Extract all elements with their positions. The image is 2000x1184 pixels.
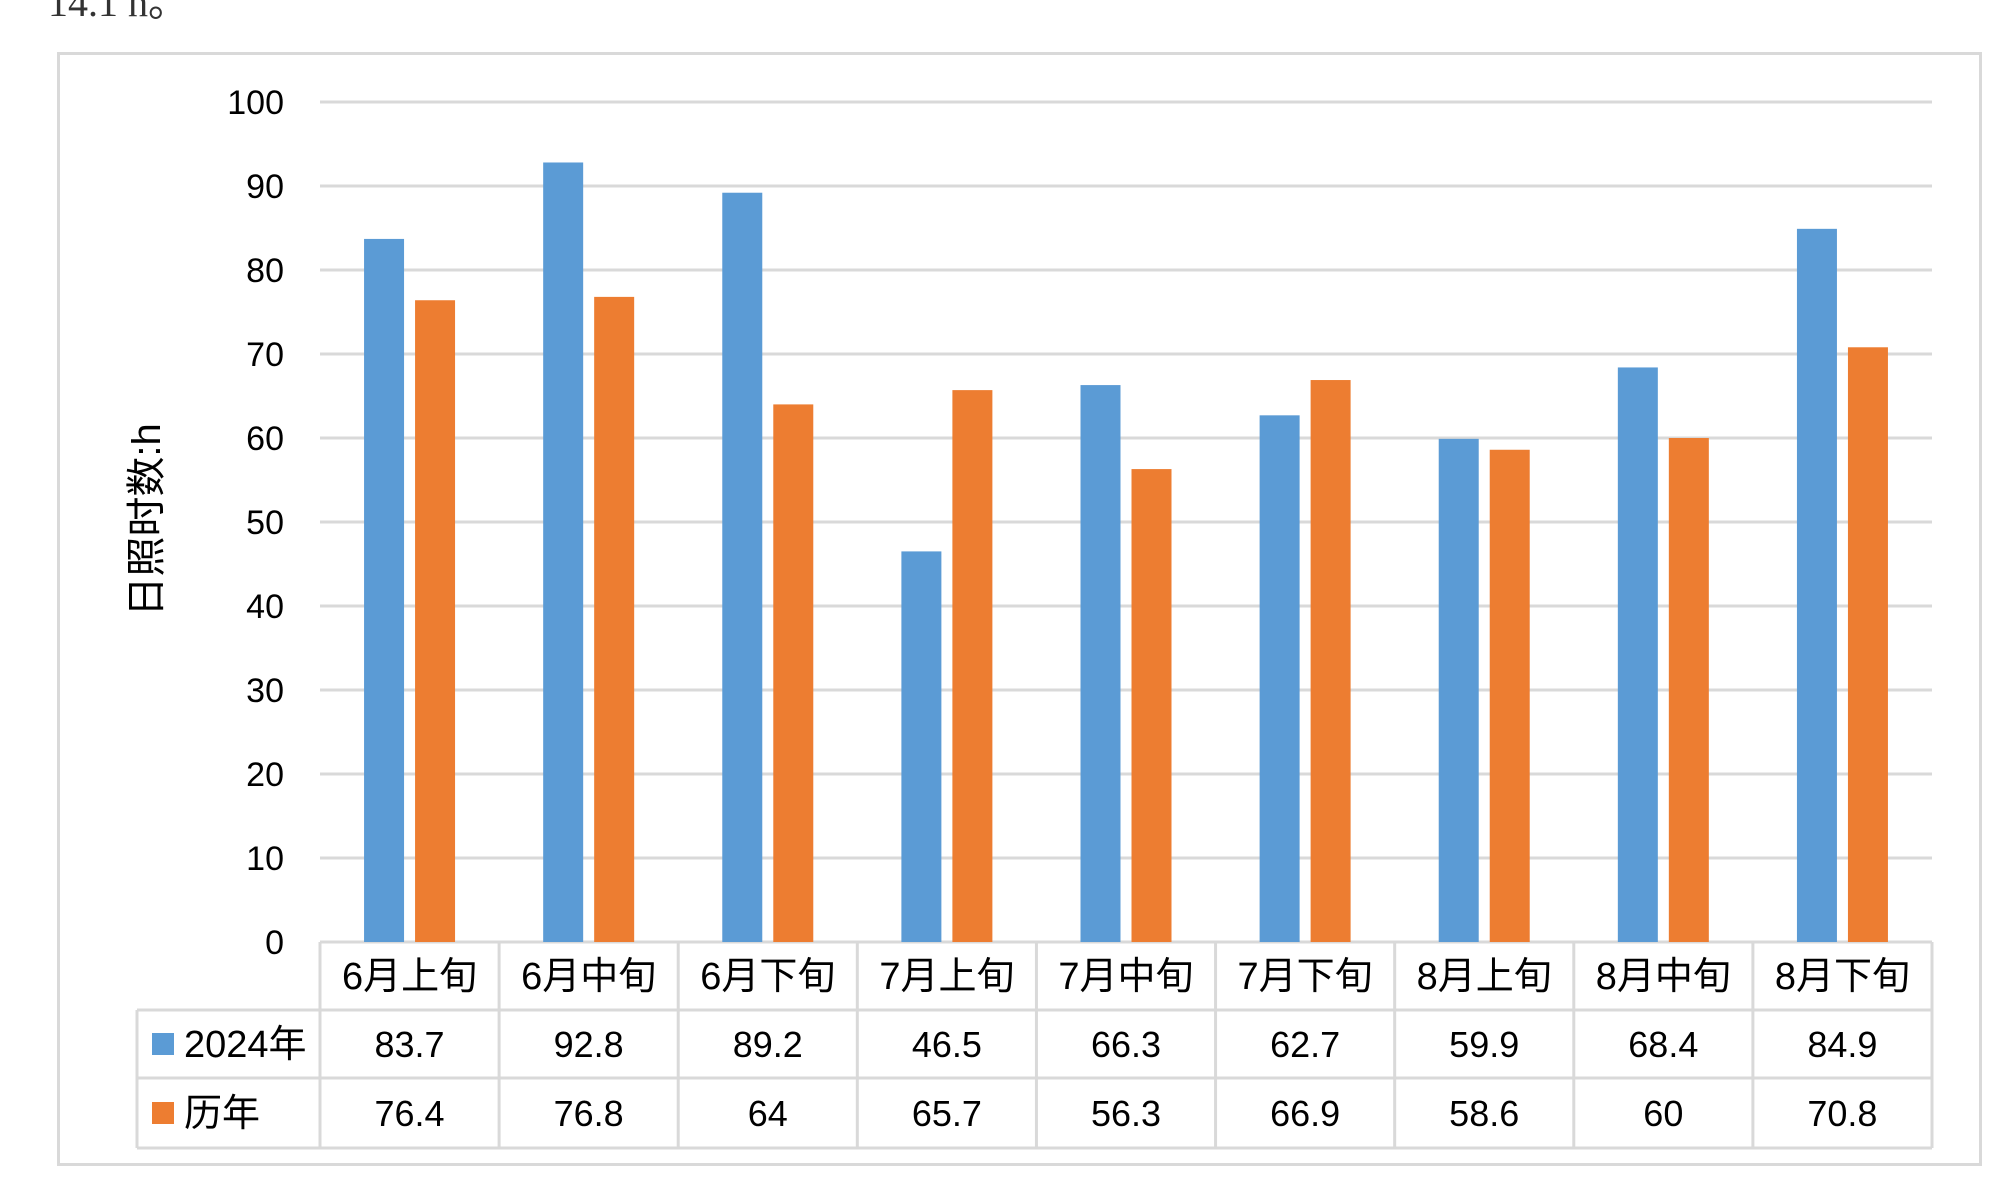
x-category-label: 6月下旬 — [700, 956, 835, 998]
x-category-label: 7月上旬 — [879, 956, 1014, 998]
y-tick-label: 70 — [246, 336, 284, 374]
bar-series1 — [901, 551, 942, 942]
data-table: 6月上旬 6月中旬 6月下旬 7月上旬 7月中旬 7月下旬 8月上旬 8月中旬 8月下旬 2024… — [135, 942, 1934, 1150]
x-category-label: 8月上旬 — [1417, 956, 1552, 998]
data-label: 65.7 — [912, 1093, 982, 1134]
data-label: 56.3 — [1091, 1093, 1161, 1134]
bar-series2 — [594, 296, 635, 942]
y-tick-label: 30 — [246, 672, 284, 710]
y-axis-label: 日照时数:h — [125, 423, 169, 616]
data-label: 84.9 — [1807, 1024, 1877, 1065]
data-label: 64 — [748, 1093, 788, 1134]
data-label: 92.8 — [554, 1024, 624, 1065]
x-category-label: 8月中旬 — [1596, 956, 1731, 998]
x-category-label: 6月上旬 — [342, 956, 477, 998]
bar-series1 — [1796, 228, 1837, 943]
y-tick-label: 40 — [246, 588, 284, 626]
bars — [364, 162, 1888, 943]
data-label: 66.3 — [1091, 1024, 1161, 1065]
data-label: 70.8 — [1807, 1093, 1877, 1134]
data-label: 76.4 — [375, 1093, 445, 1134]
bar-series2 — [1847, 347, 1888, 942]
y-tick-label: 10 — [246, 840, 284, 878]
bar-series2 — [773, 404, 814, 942]
y-tick-label: 20 — [246, 756, 284, 794]
page-text-fragment: 14.1 h。 — [48, 0, 188, 25]
data-label: 66.9 — [1270, 1093, 1340, 1134]
bar-series2 — [1131, 469, 1172, 942]
y-axis: 0 10 20 30 40 50 60 70 80 90 100 — [227, 84, 284, 962]
data-label: 60 — [1643, 1093, 1683, 1134]
bar-series1 — [1617, 367, 1658, 942]
y-tick-label: 80 — [246, 252, 284, 290]
data-label: 46.5 — [912, 1024, 982, 1065]
bar-series2 — [415, 300, 456, 942]
data-label: 76.8 — [554, 1093, 624, 1134]
x-category-label: 6月中旬 — [521, 956, 656, 998]
data-label: 89.2 — [733, 1024, 803, 1065]
bar-series2 — [1310, 380, 1351, 942]
bar-series1 — [1438, 438, 1479, 942]
legend-swatch — [152, 1033, 174, 1055]
y-tick-label: 0 — [265, 924, 284, 962]
data-label: 68.4 — [1628, 1024, 1698, 1065]
x-category-label: 7月下旬 — [1238, 956, 1373, 998]
bar-series2 — [1668, 438, 1709, 942]
bar-series1 — [543, 162, 584, 943]
chart-frame — [57, 52, 1982, 1166]
data-label: 62.7 — [1270, 1024, 1340, 1065]
y-tick-label: 50 — [246, 504, 284, 542]
legend-label: 2024年 — [184, 1024, 307, 1066]
data-label: 83.7 — [375, 1024, 445, 1065]
bar-series2 — [1489, 449, 1530, 942]
bar-series1 — [722, 192, 763, 943]
bar-series1 — [1080, 385, 1121, 943]
bar-series2 — [952, 390, 993, 942]
x-category-label: 8月下旬 — [1775, 956, 1910, 998]
y-tick-label: 100 — [227, 84, 284, 122]
gridlines — [320, 100, 1932, 944]
y-tick-label: 60 — [246, 420, 284, 458]
bar-series1 — [1259, 415, 1300, 942]
data-label: 58.6 — [1449, 1093, 1519, 1134]
bar-series1 — [364, 238, 405, 943]
data-label: 59.9 — [1449, 1024, 1519, 1065]
y-tick-label: 90 — [246, 168, 284, 206]
legend-label: 历年 — [184, 1093, 260, 1135]
legend-swatch — [152, 1102, 174, 1124]
x-category-label: 7月中旬 — [1058, 956, 1193, 998]
